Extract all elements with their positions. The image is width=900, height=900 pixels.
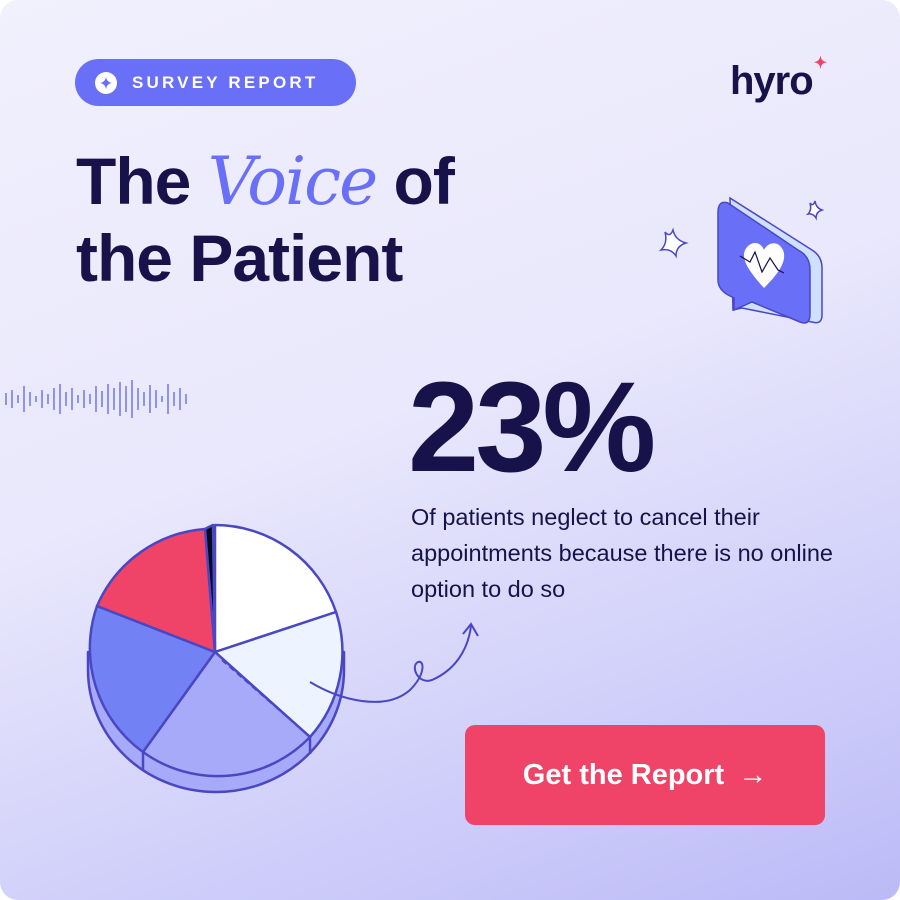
- sparkle-icon: [95, 71, 117, 94]
- badge-label: SURVEY REPORT: [132, 72, 319, 92]
- get-report-button[interactable]: Get the Report →: [465, 725, 825, 825]
- stat-description: Of patients neglect to cancel their appo…: [411, 504, 833, 602]
- heart-chat-bubble-icon: [717, 196, 823, 324]
- cta-label: Get the Report: [522, 758, 725, 791]
- survey-report-badge: SURVEY REPORT: [75, 59, 356, 106]
- curved-arrow-icon: [309, 622, 479, 703]
- arrow-right-icon: →: [738, 758, 768, 791]
- stat-value: 23%: [408, 356, 656, 499]
- sound-wave-icon: [5, 380, 187, 418]
- logo-plus-icon: ✦: [813, 55, 827, 72]
- sparkle-icon: [658, 200, 825, 259]
- hyro-logo: hyro✦: [730, 55, 827, 104]
- pie-chart-illustration: [86, 523, 346, 794]
- page-title: The Voice of the Patient: [76, 143, 455, 296]
